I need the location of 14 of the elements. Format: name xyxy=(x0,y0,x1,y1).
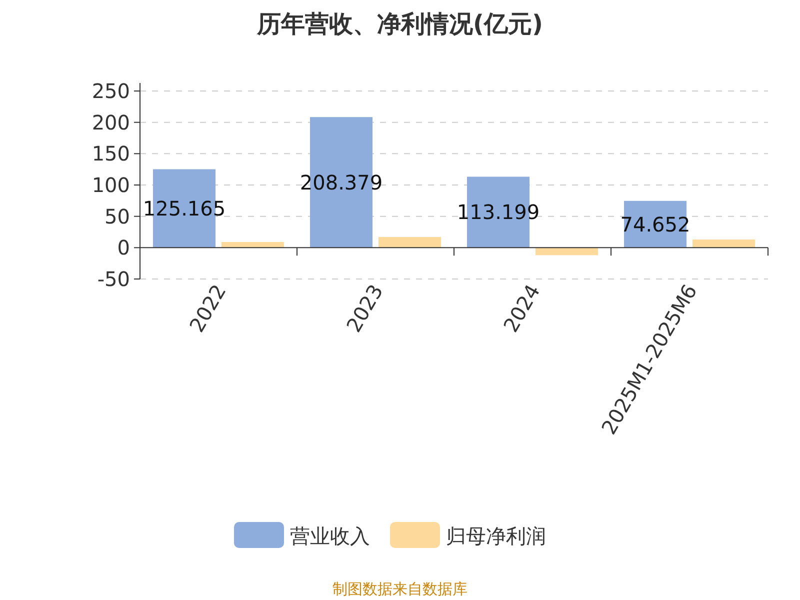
y-tick-label: 250 xyxy=(92,79,130,103)
legend-label: 营业收入 xyxy=(290,524,370,548)
text: 制图数据来自数据库 xyxy=(332,580,468,598)
bar xyxy=(378,237,441,248)
y-tick-label: -50 xyxy=(97,267,130,291)
y-tick-label: 50 xyxy=(104,204,130,228)
y-tick-label: 150 xyxy=(92,142,130,166)
legend-label: 归母净利润 xyxy=(446,524,546,548)
y-tick-label: 100 xyxy=(92,173,130,197)
y-tick-label: 200 xyxy=(92,110,130,134)
chart-title: 历年营收、净利情况(亿元) xyxy=(256,10,543,38)
bar xyxy=(692,240,755,248)
y-tick-label: 0 xyxy=(117,236,130,260)
bar xyxy=(536,248,598,256)
